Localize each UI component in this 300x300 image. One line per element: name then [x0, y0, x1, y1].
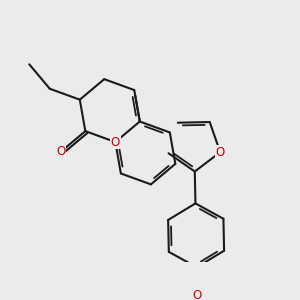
Text: O: O	[193, 290, 202, 300]
Text: O: O	[56, 145, 65, 158]
Text: O: O	[216, 146, 225, 159]
Text: O: O	[111, 136, 120, 148]
